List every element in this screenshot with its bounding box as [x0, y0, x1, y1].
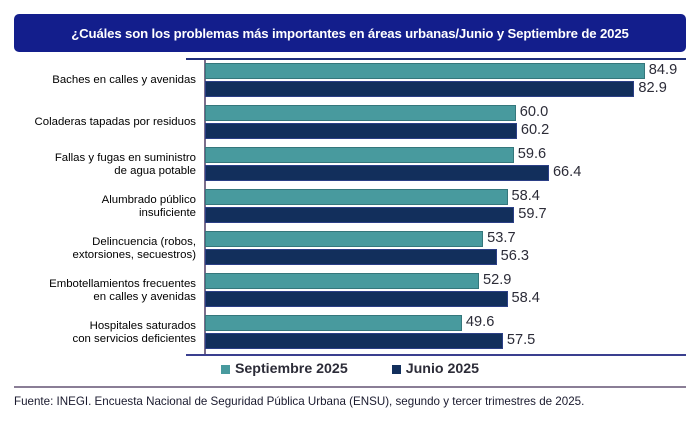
bar-value-label: 59.6: [517, 146, 547, 162]
category-axis-label: Delincuencia (robos, extorsiones, secuest…: [0, 228, 196, 270]
category-axis-label: Hospitales saturados con servicios defici…: [0, 312, 196, 354]
category-axis-label-line: con servicios deficientes: [72, 333, 196, 345]
category-axis-label: Baches en calles y avenidas: [0, 60, 196, 102]
bar-value-label: 66.4: [552, 164, 582, 180]
bar-track-septiembre: 49.6: [205, 314, 700, 331]
bar-group: 60.0 60.2: [205, 102, 700, 144]
bar-junio[interactable]: [205, 81, 635, 97]
bar-value-label: 56.3: [500, 248, 530, 264]
value-axis-line: [204, 60, 206, 356]
bar-track-septiembre: 53.7: [205, 230, 700, 247]
bar-track-septiembre: 58.4: [205, 188, 700, 205]
chart-category-row: Hospitales saturados con servicios defici…: [0, 312, 700, 354]
bar-septiembre[interactable]: [205, 231, 484, 247]
category-axis-label: Alumbrado público insuficiente: [0, 186, 196, 228]
category-axis-label-line: Delincuencia (robos,: [92, 235, 196, 248]
legend-swatch-icon-junio: [391, 364, 401, 374]
category-axis-label-line: Fallas y fugas en suministro: [54, 151, 196, 164]
bar-track-junio: 57.5: [205, 332, 700, 349]
category-axis-label-line: extorsiones, secuestros): [72, 249, 196, 261]
chart-category-row: Fallas y fugas en suministro de agua pota…: [0, 144, 700, 186]
bar-junio[interactable]: [205, 207, 515, 223]
bar-septiembre[interactable]: [205, 189, 508, 205]
bar-group: 52.9 58.4: [205, 270, 700, 312]
bar-track-junio: 56.3: [205, 248, 700, 265]
bar-septiembre[interactable]: [205, 63, 645, 79]
category-axis-label: Embotellamientos frecuentes en calles y a…: [0, 270, 196, 312]
chart-category-row: Alumbrado público insuficiente 58.4 59.7: [0, 186, 700, 228]
legend-item-junio[interactable]: Junio 2025: [391, 361, 480, 377]
chart-plot-area: Baches en calles y avenidas 84.9 82.9 Colad…: [0, 58, 700, 358]
bar-group: 59.6 66.4: [205, 144, 700, 186]
bar-septiembre[interactable]: [205, 315, 462, 331]
bar-value-label: 58.4: [511, 290, 540, 306]
bar-value-label: 82.9: [638, 80, 667, 96]
category-axis-label-line: de agua potable: [114, 165, 196, 177]
bar-group: 53.7 56.3: [205, 228, 700, 270]
chart-category-row: Baches en calles y avenidas 84.9 82.9: [0, 60, 700, 102]
bar-track-junio: 60.2: [205, 122, 700, 139]
bar-junio[interactable]: [205, 291, 508, 307]
bar-junio[interactable]: [205, 333, 503, 349]
legend-swatch-icon-septiembre: [220, 364, 230, 374]
category-axis-label-line: Hospitales saturados: [89, 319, 196, 332]
bar-track-septiembre: 52.9: [205, 272, 700, 289]
bar-track-junio: 59.7: [205, 206, 700, 223]
bar-septiembre[interactable]: [205, 105, 516, 121]
bar-rows-container: Baches en calles y avenidas 84.9 82.9 Colad…: [0, 60, 700, 354]
category-axis-label-line: Coladeras tapadas por residuos: [34, 116, 196, 129]
chart-category-row: Delincuencia (robos, extorsiones, secuest…: [0, 228, 700, 270]
bar-septiembre[interactable]: [205, 273, 480, 289]
chart-category-row: Embotellamientos frecuentes en calles y a…: [0, 270, 700, 312]
bar-septiembre[interactable]: [205, 147, 514, 163]
category-axis-label-line: Baches en calles y avenidas: [52, 74, 196, 87]
category-axis-label: Fallas y fugas en suministro de agua pota…: [0, 144, 196, 186]
category-axis-label-line: insuficiente: [139, 207, 196, 219]
bar-value-label: 49.6: [465, 314, 495, 330]
category-axis-label: Coladeras tapadas por residuos: [0, 102, 196, 144]
legend-label-septiembre: Septiembre 2025: [234, 361, 348, 377]
bar-junio[interactable]: [205, 249, 497, 265]
bar-track-septiembre: 59.6: [205, 146, 700, 163]
bar-value-label: 84.9: [648, 62, 678, 78]
category-axis-label-line: Embotellamientos frecuentes: [49, 277, 196, 290]
bar-junio[interactable]: [205, 165, 549, 181]
category-axis-label-line: en calles y avenidas: [93, 291, 196, 303]
plot-top-rule: [186, 58, 686, 60]
bar-value-label: 60.2: [520, 122, 550, 138]
legend-item-septiembre[interactable]: Septiembre 2025: [220, 361, 348, 377]
page-title: ¿Cuáles son los problemas más importante…: [71, 25, 629, 41]
bar-track-junio: 66.4: [205, 164, 700, 181]
bar-value-label: 53.7: [487, 230, 516, 246]
legend-label-junio: Junio 2025: [405, 361, 480, 377]
footer-divider: [14, 386, 686, 388]
bar-track-junio: 58.4: [205, 290, 700, 307]
chart-title-banner: ¿Cuáles son los problemas más importante…: [14, 14, 686, 52]
source-note: Fuente: INEGI. Encuesta Nacional de Segu…: [14, 395, 585, 408]
chart-legend: Septiembre 2025 Junio 2025: [0, 358, 700, 380]
category-axis-label-line: Alumbrado público: [101, 193, 196, 206]
bar-track-septiembre: 84.9: [205, 62, 700, 79]
bar-track-junio: 82.9: [205, 80, 700, 97]
bar-value-label: 60.0: [519, 104, 549, 120]
bar-track-septiembre: 60.0: [205, 104, 700, 121]
bar-group: 49.6 57.5: [205, 312, 700, 354]
bar-value-label: 59.7: [518, 206, 547, 222]
chart-category-row: Coladeras tapadas por residuos 60.0 60.2: [0, 102, 700, 144]
bar-value-label: 58.4: [511, 188, 540, 204]
bar-value-label: 57.5: [506, 332, 536, 348]
bar-group: 58.4 59.7: [205, 186, 700, 228]
bar-value-label: 52.9: [483, 272, 512, 288]
bar-junio[interactable]: [205, 123, 517, 139]
bar-group: 84.9 82.9: [205, 60, 700, 102]
plot-bottom-rule: [186, 354, 686, 356]
